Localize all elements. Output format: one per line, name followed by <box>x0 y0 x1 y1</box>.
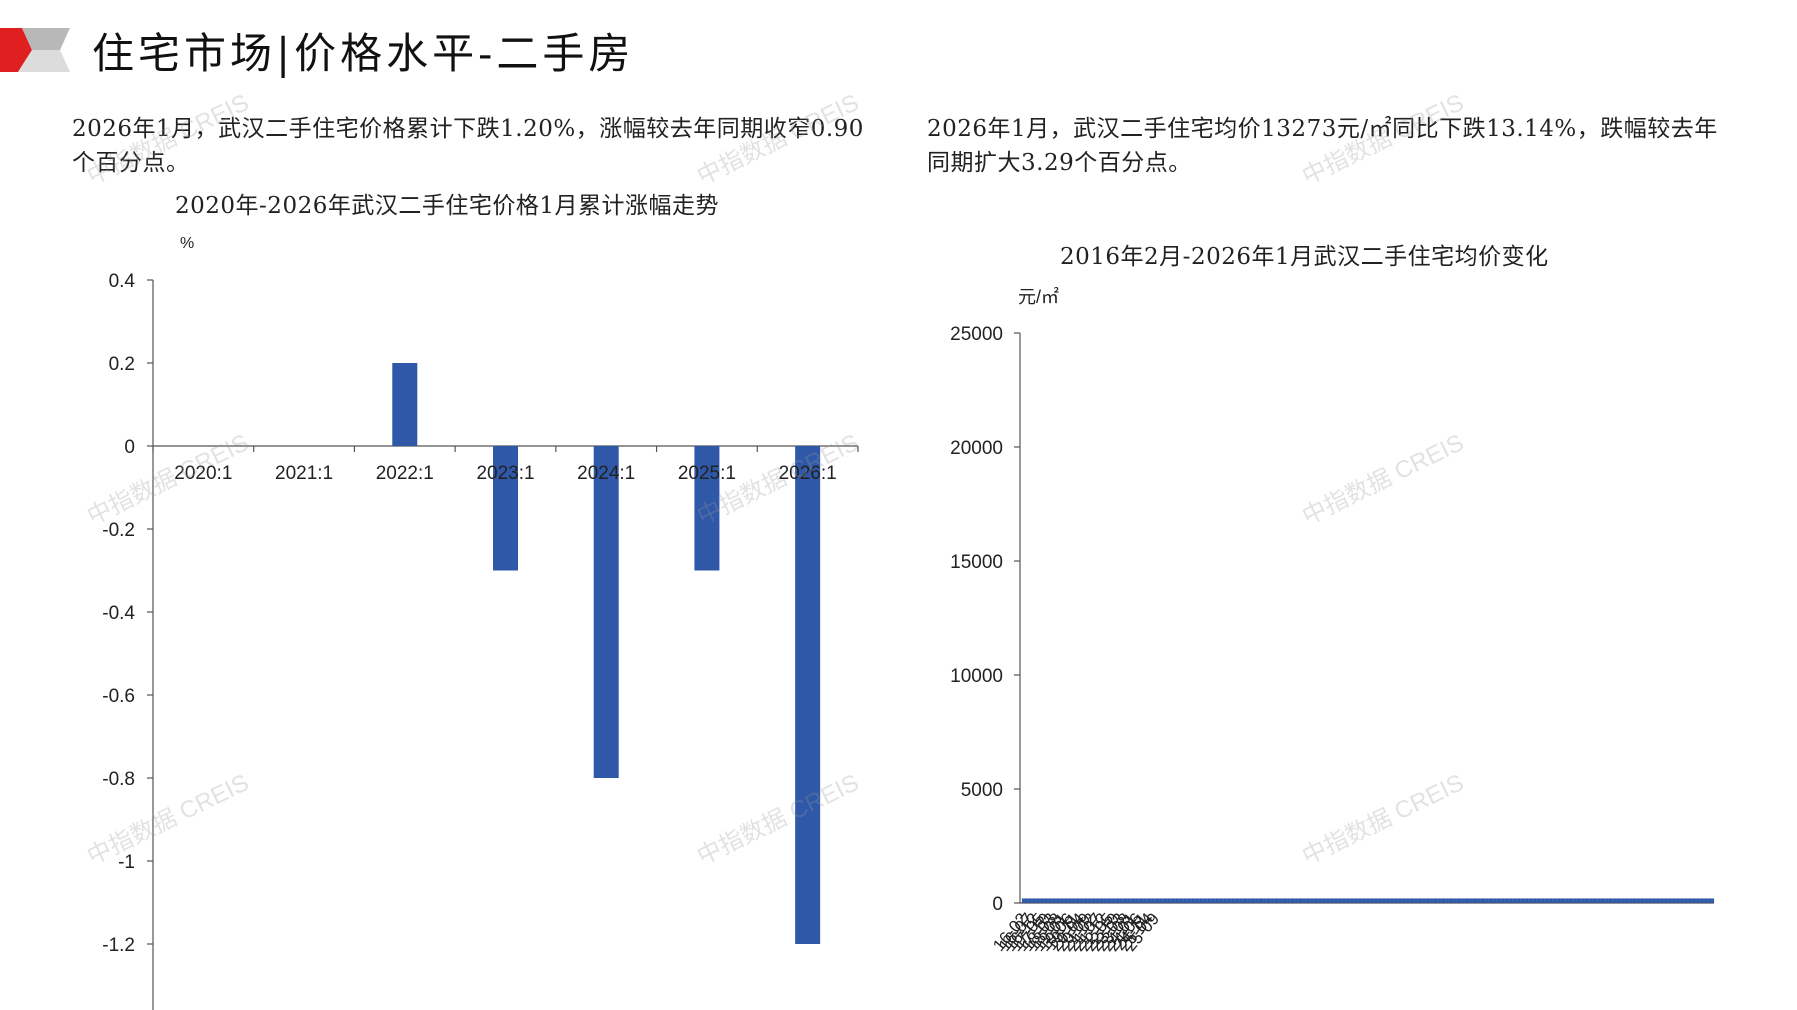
right-y-tick-label: 15000 <box>950 552 1003 573</box>
right-chart-title: 2016年2月-2026年1月武汉二手住宅均价变化 <box>1060 244 1549 270</box>
right-summary: 2026年1月，武汉二手住宅均价13273元/㎡同比下跌13.14%，跌幅较去年… <box>927 116 1718 176</box>
left-chart-title: 2020年-2026年武汉二手住宅价格1月累计涨幅走势 <box>175 193 719 219</box>
left-y-tick-label: -0.6 <box>102 686 135 707</box>
right-y-tick-label: 5000 <box>961 780 1003 801</box>
page-title: 住宅市场|价格水平-二手房 <box>92 29 635 78</box>
logo-light-shape <box>18 50 70 72</box>
right-y-tick-label: 25000 <box>950 324 1003 345</box>
logo-gray-shape <box>22 28 70 50</box>
left-bar <box>392 363 418 446</box>
left-x-tick-label: 2021:1 <box>275 463 333 484</box>
left-bar <box>795 446 821 944</box>
left-y-tick-label: -0.8 <box>102 769 135 790</box>
right-y-tick-label: 0 <box>992 894 1003 915</box>
cumulative-change-bar-chart: % 0.4 0.2 0 -0.2 -0.4 -0.6 -0.8 -1 -1.2 2020:1 2021… <box>102 235 859 1010</box>
left-x-tick-label: 2024:1 <box>577 463 635 484</box>
left-summary: 2026年1月，武汉二手住宅价格累计下跌1.20%，涨幅较去年同期收窄0.90个… <box>72 116 864 176</box>
left-y-tick-label: 0 <box>124 437 135 458</box>
right-y-axis-unit: 元/㎡ <box>1018 286 1059 307</box>
right-y-tick-label: 10000 <box>950 666 1003 687</box>
left-bar <box>593 446 619 778</box>
left-x-tick-label: 2022:1 <box>376 463 434 484</box>
left-bar <box>493 446 518 571</box>
left-y-tick-label: 0.2 <box>109 354 135 375</box>
left-y-tick-label: 0.4 <box>109 271 136 292</box>
left-x-tick-label: 2026:1 <box>779 463 837 484</box>
left-y-tick-label: -1.2 <box>102 935 135 956</box>
left-x-tick-label: 2025:1 <box>678 463 736 484</box>
left-bar <box>694 446 720 571</box>
left-y-tick-label: -0.4 <box>102 603 135 624</box>
left-y-tick-label: -0.2 <box>102 520 135 541</box>
left-x-tick-label: 2023:1 <box>476 463 534 484</box>
left-y-axis-unit: % <box>180 235 194 252</box>
brand-logo <box>0 28 70 72</box>
left-y-tick-label: -1 <box>118 852 135 873</box>
logo-red-shape <box>0 28 32 72</box>
left-x-tick-label: 2020:1 <box>174 463 232 484</box>
right-y-tick-label: 20000 <box>950 438 1003 459</box>
